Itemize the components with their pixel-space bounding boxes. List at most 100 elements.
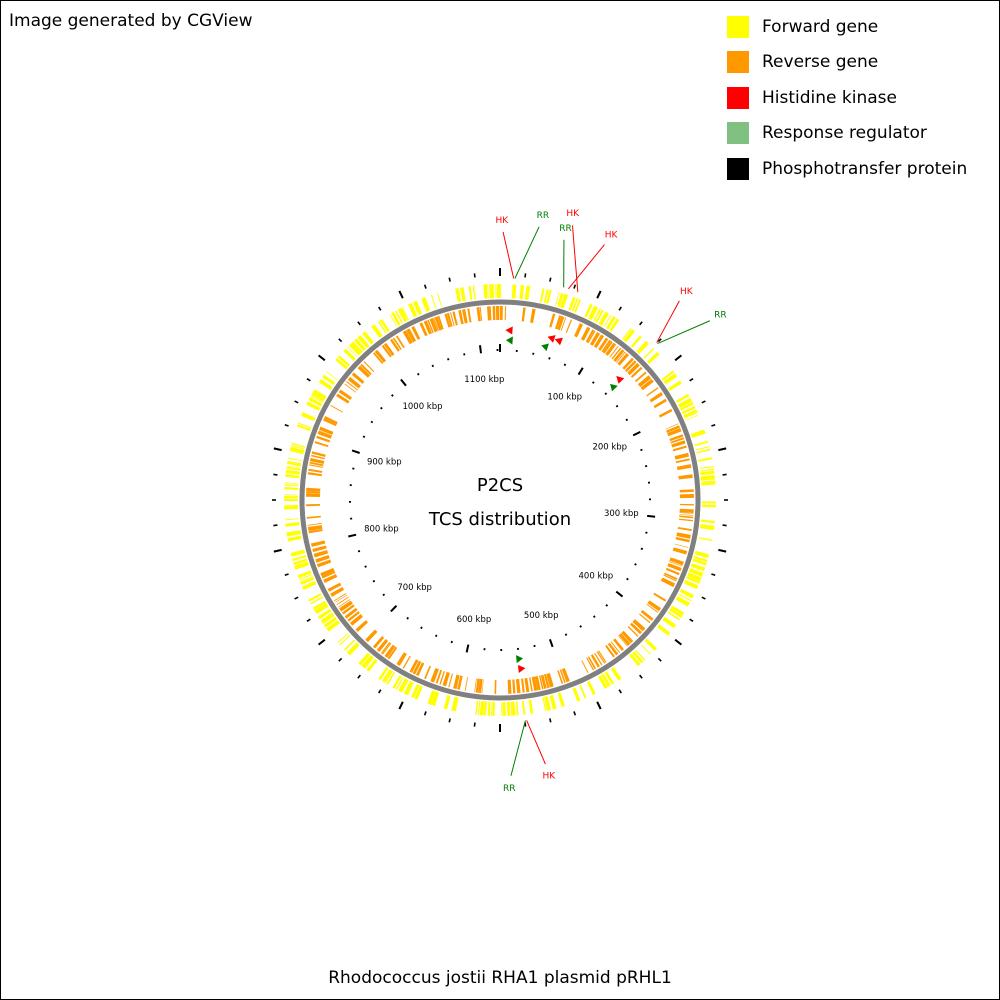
reverse-gene-block: [323, 416, 338, 425]
forward-gene-block: [701, 504, 716, 508]
forward-gene-block: [335, 357, 348, 370]
reverse-gene-block: [409, 659, 419, 673]
ruler-tick: [640, 448, 643, 452]
outer-tick: [549, 718, 552, 723]
forward-gene-block: [586, 681, 596, 695]
reverse-gene-block: [323, 574, 338, 583]
reverse-gene-block: [580, 326, 591, 341]
reverse-gene-block: [528, 677, 533, 692]
reverse-gene-block: [672, 445, 687, 452]
forward-gene-block: [284, 505, 299, 510]
reverse-gene-block: [598, 337, 609, 351]
legend-item-phosphotransfer-protein: Phosphotransfer protein: [727, 151, 967, 187]
forward-gene-block: [685, 414, 699, 421]
outer-tick: [284, 573, 289, 577]
reverse-gene-block: [678, 474, 693, 480]
forward-gene-block: [383, 670, 393, 684]
ruler-tick: [579, 625, 582, 628]
forward-gene-block: [413, 300, 423, 316]
forward-gene-block: [510, 701, 516, 716]
reverse-gene-block: [587, 656, 597, 670]
reverse-gene-block: [372, 635, 385, 649]
forward-gene-block: [349, 342, 362, 356]
forward-gene-block: [301, 412, 316, 422]
forward-gene-block: [326, 620, 340, 632]
reverse-gene-block: [589, 331, 601, 346]
outer-tick: [689, 618, 694, 622]
reverse-gene-block: [679, 503, 694, 506]
outer-tick: [306, 618, 311, 622]
forward-gene-block: [398, 678, 409, 693]
reverse-gene-block: [315, 555, 330, 563]
reverse-gene-block: [374, 349, 387, 363]
forward-gene-block: [519, 285, 525, 300]
forward-gene-block: [421, 297, 431, 312]
forward-gene-block: [472, 285, 476, 300]
forward-gene-block: [696, 448, 711, 454]
ruler-label: 400 kbp: [579, 571, 614, 581]
reverse-gene-block: [672, 547, 688, 555]
reverse-gene-block: [306, 487, 321, 492]
forward-gene-block: [544, 696, 551, 711]
reverse-gene-block: [679, 508, 694, 513]
ruler-tick: [632, 430, 641, 437]
reverse-gene-block: [521, 307, 526, 322]
reverse-gene-block: [339, 600, 353, 612]
tcs-label: RR: [537, 211, 550, 221]
reverse-gene-block: [376, 639, 389, 652]
forward-gene-block: [610, 667, 622, 681]
reverse-gene-block: [390, 338, 400, 352]
forward-gene-block: [688, 568, 704, 577]
forward-gene-block: [542, 697, 547, 712]
reverse-gene-block: [638, 613, 651, 624]
forward-gene-block: [408, 302, 418, 318]
reverse-gene-block: [630, 366, 643, 378]
forward-gene-block: [681, 405, 696, 415]
legend-swatch-phosphotransfer-protein: [727, 157, 749, 180]
forward-gene-block: [695, 445, 710, 451]
reverse-gene-block: [411, 326, 421, 340]
reverse-gene-block: [492, 306, 496, 321]
tcs-marker: [515, 655, 524, 664]
reverse-gene-block: [423, 320, 433, 335]
forward-gene-block: [694, 550, 710, 559]
ruler-tick: [647, 514, 656, 518]
ruler-tick: [604, 392, 608, 396]
ruler-tick: [447, 357, 450, 361]
tcs-marker: [505, 326, 513, 335]
center-title: P2CS: [477, 475, 523, 496]
reverse-gene-block: [380, 642, 391, 654]
legend-label: Histidine kinase: [762, 87, 897, 108]
reverse-gene-block: [427, 319, 434, 334]
forward-gene-block: [475, 700, 479, 715]
forward-gene-block: [557, 292, 564, 307]
reverse-gene-block: [309, 464, 324, 468]
ruler-tick: [615, 404, 619, 408]
reverse-gene-block: [679, 512, 694, 514]
reverse-gene-block: [627, 362, 640, 376]
forward-gene-block: [318, 608, 332, 620]
outer-tick: [398, 290, 404, 299]
ruler-label: 200 kbp: [592, 443, 627, 453]
outer-tick: [273, 447, 282, 452]
forward-gene-block: [584, 303, 593, 318]
forward-gene-block: [284, 518, 299, 521]
forward-gene-block: [411, 684, 420, 699]
reverse-gene-block: [319, 426, 334, 435]
reverse-gene-block: [309, 458, 325, 464]
legend: Forward gene Reverse gene Histidine kina…: [727, 9, 967, 187]
reverse-gene-block: [360, 363, 372, 376]
reverse-gene-block: [629, 622, 643, 635]
forward-gene-block: [598, 311, 609, 326]
ruler-tick: [563, 363, 567, 367]
forward-gene-block: [524, 285, 531, 300]
forward-gene-block: [326, 371, 338, 381]
forward-gene-block: [477, 700, 481, 715]
ruler-label: 900 kbp: [367, 457, 402, 467]
forward-gene-block: [636, 340, 650, 354]
ruler-tick: [577, 367, 584, 376]
forward-gene-block: [308, 399, 322, 407]
outer-tick: [294, 400, 299, 404]
tcs-callout-line: [502, 231, 515, 279]
reverse-gene-block: [611, 347, 622, 360]
